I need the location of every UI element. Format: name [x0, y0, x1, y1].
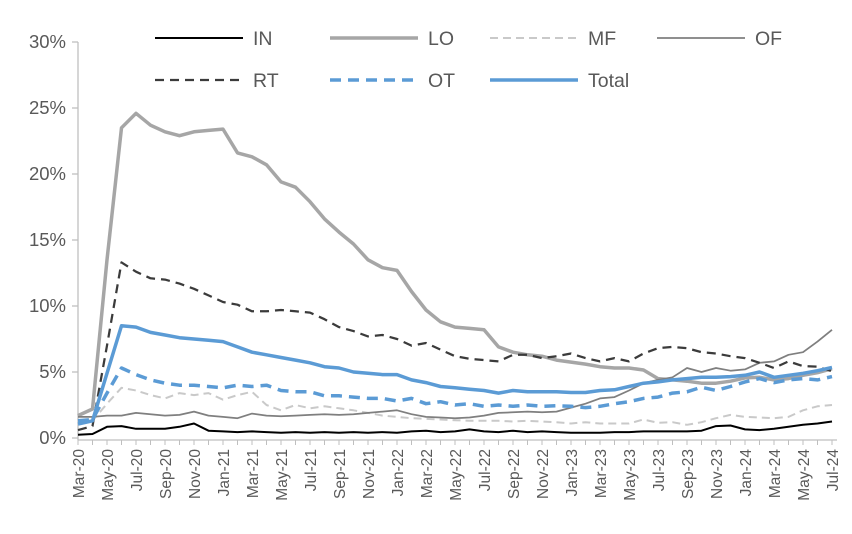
x-tick-label: Mar-23 [593, 449, 610, 498]
x-tick-label: Mar-24 [767, 449, 784, 498]
legend-label-MF: MF [588, 28, 616, 50]
series-line-Total [77, 324, 833, 426]
x-tick-label: Mar-22 [419, 449, 436, 498]
x-tick-label: Jan-23 [564, 449, 581, 496]
x-tick-label: Sep-23 [680, 449, 697, 499]
x-tick-label: Nov-21 [361, 449, 378, 499]
x-tick-label: May-20 [100, 449, 117, 501]
y-tick-label: 5% [39, 361, 66, 382]
x-tick-label: Jul-24 [825, 449, 842, 492]
legend-label-Total: Total [588, 70, 629, 92]
x-tick-label: May-23 [622, 449, 639, 501]
x-tick-label: Mar-20 [71, 449, 88, 498]
x-tick-label: May-21 [274, 449, 291, 501]
series-line-MF [77, 386, 833, 426]
x-tick-label: Jul-20 [129, 449, 146, 492]
x-tick-label: Nov-22 [535, 449, 552, 499]
x-tick-label: Nov-20 [187, 449, 204, 499]
series-line-LO [77, 111, 833, 418]
legend-label-IN: IN [253, 28, 273, 50]
legend-label-OT: OT [428, 70, 455, 92]
x-tick-label: Jan-21 [216, 449, 233, 496]
x-tick-label: Jan-22 [390, 449, 407, 496]
x-tick-label: Sep-21 [332, 449, 349, 499]
x-tick-label: Jan-24 [738, 449, 755, 497]
y-tick-label: 15% [29, 229, 66, 250]
y-tick-label: 30% [29, 31, 66, 52]
y-tick-label: 25% [29, 97, 66, 118]
x-tick-label: Nov-23 [709, 449, 726, 499]
series-line-RT [77, 261, 833, 432]
x-tick-label: May-22 [448, 449, 465, 501]
x-tick-label: Sep-20 [158, 449, 175, 499]
y-tick-label: 20% [29, 163, 66, 184]
x-tick-label: Jul-21 [303, 449, 320, 491]
x-tick-label: May-24 [796, 449, 813, 501]
legend-label-OF: OF [755, 28, 782, 50]
series-line-OT [77, 366, 833, 423]
y-tick-label: 10% [29, 295, 66, 316]
x-tick-label: Jul-23 [651, 449, 668, 491]
legend-label-LO: LO [428, 28, 454, 50]
series-line-OF [78, 329, 833, 420]
legend-label-RT: RT [253, 70, 279, 92]
x-tick-label: Sep-22 [506, 449, 523, 499]
y-tick-label: 0% [39, 427, 66, 448]
series-line-IN [77, 420, 833, 436]
x-tick-label: Jul-22 [477, 449, 494, 491]
x-tick-label: Mar-21 [245, 449, 262, 498]
